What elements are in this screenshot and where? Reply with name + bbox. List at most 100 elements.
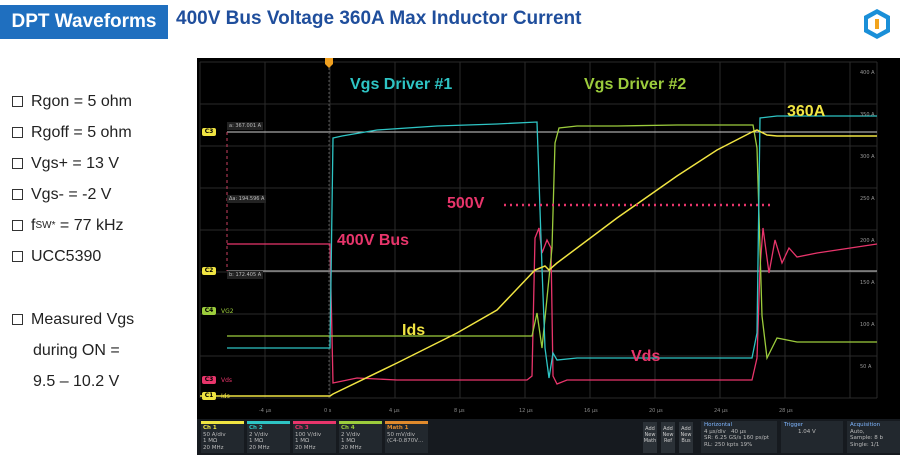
current-tick-label: 100 A: [860, 322, 875, 328]
add-button-text: New: [662, 432, 674, 438]
checkbox-icon: [12, 251, 23, 262]
add-new-button-1[interactable]: Add New Math: [643, 422, 657, 453]
add-button-text: Bus: [681, 438, 691, 444]
add-new-button-2[interactable]: Add New Ref: [661, 422, 675, 453]
channel-name: Ch 4: [341, 425, 355, 431]
channel-settings-5[interactable]: Math 1 50 mV/div (C4-0.870V…: [385, 421, 428, 453]
list-item: Measured Vgs: [12, 304, 192, 335]
logo-icon: [864, 9, 890, 39]
time-tick-label: 4 μs: [389, 408, 400, 414]
trigger-level: 1.04 V: [798, 428, 816, 435]
channel-l1: 50 A/div: [203, 431, 226, 438]
ch4-marker[interactable]: C4: [202, 307, 216, 315]
oscilloscope-screen[interactable]: Vgs Driver #1 Vgs Driver #2 360A 500V 40…: [197, 58, 900, 455]
channel-l3: 20 MHz: [249, 444, 270, 451]
vds-label: Vds: [631, 348, 661, 365]
channel-l1: 50 mV/div: [387, 431, 415, 438]
sample-rate: SR: 6.25 GS/s: [704, 435, 742, 441]
channel-name: Math 1: [387, 425, 409, 431]
horizontal-settings[interactable]: Horizontal 4 μs/div 40 μs SR: 6.25 GS/s …: [701, 421, 777, 453]
add-button-text: New: [644, 432, 656, 438]
bullet-text: 9.5 – 10.2 V: [33, 372, 120, 390]
channel-settings-3[interactable]: Ch 3 100 V/div 1 MΩ 20 MHz: [293, 421, 336, 453]
bullet-text: Vgs+ = 13 V: [31, 154, 120, 172]
bullet-text: Vgs- = -2 V: [31, 185, 112, 203]
trigger-position: 19%: [740, 441, 753, 448]
current-tick-label: 350 A: [860, 112, 875, 118]
bullet-text: Measured Vgs: [31, 310, 135, 328]
checkbox-icon: [12, 158, 23, 169]
channel-l3: 20 MHz: [203, 444, 224, 451]
360a-label: 360A: [787, 103, 826, 120]
ids-trace: [200, 129, 877, 397]
channel-l2: 1 MΩ: [341, 438, 356, 444]
list-item: 9.5 – 10.2 V: [12, 366, 192, 397]
current-tick-label: 400 A: [860, 70, 875, 76]
ch3-marker[interactable]: C3: [202, 128, 216, 136]
channel-settings-1[interactable]: Ch 1 50 A/div 1 MΩ 20 MHz: [201, 421, 244, 453]
ch3-vds-marker[interactable]: C3: [202, 376, 216, 384]
acquisition-single: Single: 1/1: [850, 441, 880, 448]
horizontal-scale: 4 μs/div: [704, 428, 726, 435]
channel-l3: 20 MHz: [295, 444, 316, 451]
vgs1-label: Vgs Driver #1: [350, 76, 453, 93]
acquisition-title: Acquisition: [850, 422, 881, 428]
vgs2-trace: [227, 124, 877, 361]
bullet-text: f: [31, 216, 36, 234]
time-tick-label: 24 μs: [714, 408, 728, 414]
channel-l3: 20 MHz: [341, 444, 362, 451]
time-tick-label: -4 μs: [259, 408, 272, 414]
time-tick-label: 0 s: [324, 408, 332, 414]
channel-l2: 1 MΩ: [295, 438, 310, 444]
add-new-button-3[interactable]: Add New Bus: [679, 422, 693, 453]
channel-name: Ch 1: [203, 425, 217, 431]
vg2-channel-name: VG2: [221, 308, 234, 315]
cursor-a-readout: a: 367.001 A: [227, 122, 264, 130]
sample-interval: 160 ps/pt: [742, 435, 770, 441]
current-tick-label: 250 A: [860, 196, 875, 202]
trigger-marker-icon[interactable]: [325, 58, 333, 68]
channel-l2: 1 MΩ: [203, 438, 218, 444]
channel-l2: (C4-0.870V…: [387, 438, 424, 444]
trigger-settings[interactable]: Trigger 1.04 V: [781, 421, 843, 453]
list-item: Rgon = 5 ohm: [12, 86, 192, 117]
channel-l1: 100 V/div: [295, 431, 322, 438]
bullet-text: Rgoff = 5 ohm: [31, 123, 132, 141]
500v-label: 500V: [447, 195, 485, 212]
subscript: SW: [35, 220, 52, 231]
list-item: Vgs+ = 13 V: [12, 148, 192, 179]
trigger-title: Trigger: [784, 422, 803, 428]
acquisition-mode: Auto,: [850, 428, 865, 435]
ch2-marker[interactable]: C2: [202, 267, 216, 275]
bullet-text: during ON =: [33, 341, 120, 359]
current-tick-label: 150 A: [860, 280, 875, 286]
channel-l1: 2 V/div: [341, 431, 361, 438]
list-item: Rgoff = 5 ohm: [12, 117, 192, 148]
channel-name: Ch 3: [295, 425, 309, 431]
current-tick-label: 200 A: [860, 238, 875, 244]
vgs1-trace: [227, 115, 877, 379]
waveform-plot: [199, 58, 878, 399]
acquisition-sample: Sample: 8 b: [850, 435, 883, 441]
list-item: during ON =: [12, 335, 192, 366]
add-button-text: Add: [681, 426, 691, 432]
record-length: RL: 250 kpts: [704, 441, 739, 448]
400v-bus-label: 400V Bus: [337, 232, 410, 249]
ch1-marker[interactable]: C1: [202, 392, 216, 400]
section-tag: DPT Waveforms: [0, 5, 168, 39]
time-tick-label: 12 μs: [519, 408, 533, 414]
add-button-text: New: [680, 432, 692, 438]
grid: [199, 61, 878, 399]
cursor-delta-readout: Δa: 194.596 A: [227, 195, 267, 203]
horizontal-title: Horizontal: [704, 422, 733, 428]
checkbox-icon: [12, 314, 23, 325]
checkbox-icon: [12, 127, 23, 138]
acquisition-settings[interactable]: Acquisition Auto, Sample: 8 b Single: 1/…: [847, 421, 900, 453]
add-button-text: Math: [643, 438, 657, 444]
checkbox-icon: [12, 220, 23, 231]
superscript: *: [51, 220, 56, 231]
list-item: Vgs- = -2 V: [12, 179, 192, 210]
